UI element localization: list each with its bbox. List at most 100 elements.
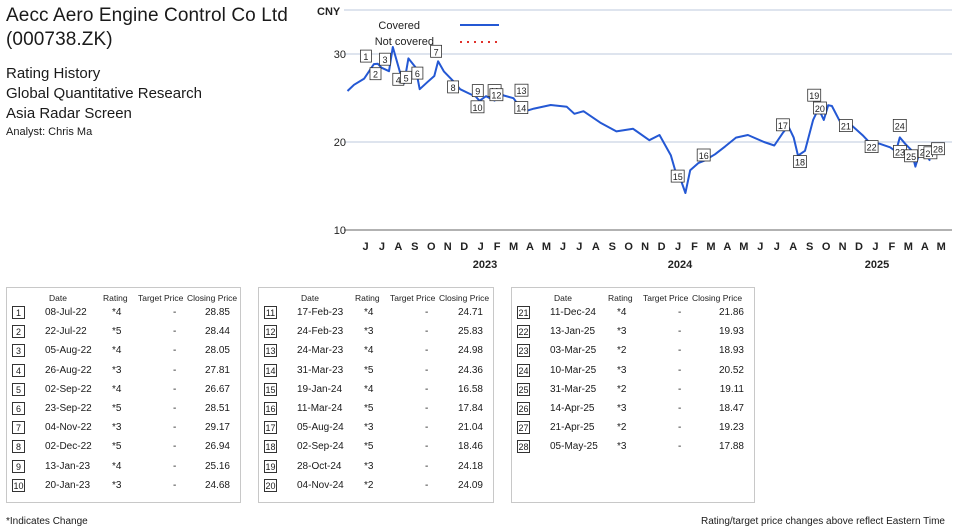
cell-num: 7 bbox=[12, 421, 25, 435]
rating-marker-box bbox=[447, 80, 460, 94]
cell-target: - bbox=[425, 479, 429, 491]
cell-num: 21 bbox=[517, 306, 530, 319]
month-tick-label: A bbox=[723, 241, 731, 253]
month-tick-label: S bbox=[411, 241, 418, 253]
month-tick-label: N bbox=[839, 241, 847, 253]
cell-close: 29.17 bbox=[204, 422, 230, 434]
ratings-row: 27 21-Apr-25 *2 - 19.23 bbox=[512, 421, 754, 438]
ratings-row: 22 13-Jan-25 *3 - 19.93 bbox=[512, 325, 754, 342]
col-header-rating: Rating bbox=[608, 293, 633, 303]
col-header-closing: Closing Price bbox=[187, 293, 238, 303]
ratings-row: 11 17-Feb-23 *4 - 24.71 bbox=[259, 306, 493, 323]
company-name-line1: Aecc Aero Engine Control Co Ltd bbox=[6, 5, 288, 26]
month-tick-label: M bbox=[542, 241, 551, 253]
month-tick-label: A bbox=[592, 241, 600, 253]
cell-rating: *3 bbox=[617, 441, 627, 453]
rating-marker-20: 20 bbox=[813, 101, 827, 115]
y-tick-label: 20 bbox=[334, 137, 346, 149]
ratings-row: 1 08-Jul-22 *4 - 28.85 bbox=[7, 306, 240, 323]
cell-rating: *5 bbox=[112, 326, 122, 338]
month-tick-label: J bbox=[478, 241, 484, 253]
chart-grid bbox=[344, 9, 952, 231]
cell-date: 19-Jan-24 bbox=[297, 383, 343, 395]
ratings-table-1: Date Rating Target Price Closing Price 1 08-J… bbox=[6, 287, 241, 503]
cell-target: - bbox=[678, 326, 682, 338]
cell-target: - bbox=[425, 460, 429, 472]
cell-target: - bbox=[678, 345, 682, 357]
cell-target: - bbox=[678, 422, 682, 434]
cell-num: 23 bbox=[517, 344, 530, 358]
cell-num: 9 bbox=[12, 459, 25, 473]
cell-close: 17.84 bbox=[457, 403, 483, 414]
cell-close: 18.46 bbox=[457, 441, 483, 453]
cell-rating: *3 bbox=[617, 364, 627, 376]
cell-close: 26.67 bbox=[204, 383, 230, 395]
cell-target: - bbox=[173, 383, 177, 395]
cell-close: 25.16 bbox=[204, 460, 230, 472]
cell-date: 11-Mar-24 bbox=[297, 403, 343, 414]
month-tick-label: D bbox=[855, 241, 863, 253]
cell-num: 17 bbox=[264, 421, 277, 435]
rating-marker-box bbox=[904, 149, 918, 163]
rating-marker-17: 17 bbox=[776, 118, 790, 132]
cell-target: - bbox=[173, 345, 177, 357]
col-header-date: Date bbox=[49, 293, 67, 303]
ratings-row: 14 31-Mar-23 *5 - 24.36 bbox=[259, 363, 493, 381]
cell-num: 1 bbox=[12, 306, 25, 319]
report-subtitle: Rating History Global Quantitative Resea… bbox=[6, 64, 296, 124]
rating-marker-label: 3 bbox=[382, 55, 387, 65]
month-tick-label: J bbox=[757, 241, 763, 253]
rating-marker-label: 13 bbox=[516, 86, 526, 96]
month-tick-label: J bbox=[560, 241, 566, 253]
rating-marker-box bbox=[359, 49, 372, 63]
ratings-row: 6 23-Sep-22 *5 - 28.51 bbox=[7, 402, 240, 419]
cell-num: 2 bbox=[12, 325, 25, 339]
cell-close: 24.71 bbox=[457, 307, 483, 318]
cell-date: 05-Aug-24 bbox=[297, 422, 344, 434]
cell-num: 27 bbox=[517, 421, 530, 435]
rating-marker-label: 16 bbox=[699, 151, 709, 161]
rating-marker-25: 25 bbox=[904, 149, 918, 163]
cell-date: 02-Sep-22 bbox=[45, 383, 92, 395]
cell-num: 24 bbox=[517, 363, 530, 377]
rating-marker-label: 7 bbox=[434, 47, 439, 57]
rating-marker-label: 8 bbox=[451, 83, 456, 93]
cell-rating: *5 bbox=[112, 403, 122, 414]
rating-marker-box bbox=[813, 101, 827, 115]
month-tick-label: M bbox=[739, 241, 748, 253]
cell-num: 28 bbox=[517, 440, 530, 454]
rating-marker-label: 18 bbox=[795, 158, 805, 168]
cell-rating: *3 bbox=[112, 479, 122, 491]
ratings-row: 28 05-May-25 *3 - 17.88 bbox=[512, 440, 754, 457]
month-tick-label: A bbox=[394, 241, 402, 253]
cell-rating: *2 bbox=[617, 345, 627, 357]
cell-date: 24-Mar-23 bbox=[297, 345, 344, 357]
cell-date: 03-Mar-25 bbox=[550, 345, 597, 357]
cell-close: 21.04 bbox=[457, 422, 483, 434]
month-tick-label: J bbox=[379, 241, 385, 253]
cell-target: - bbox=[173, 403, 177, 414]
rating-history-label: Rating History bbox=[6, 65, 101, 82]
cell-num: 20 bbox=[264, 478, 277, 492]
cell-close: 24.68 bbox=[204, 479, 230, 491]
cell-close: 19.93 bbox=[718, 326, 744, 338]
cell-rating: *3 bbox=[364, 460, 374, 472]
cell-close: 20.52 bbox=[718, 364, 744, 376]
ratings-row: 8 02-Dec-22 *5 - 26.94 bbox=[7, 440, 240, 457]
cell-rating: *4 bbox=[112, 460, 122, 472]
year-tick-label: 2023 bbox=[473, 259, 497, 271]
ratings-row: 17 05-Aug-24 *3 - 21.04 bbox=[259, 421, 493, 438]
rating-marker-15: 15 bbox=[670, 169, 685, 183]
month-tick-label: S bbox=[806, 241, 813, 253]
ratings-row: 2 22-Jul-22 *5 - 28.44 bbox=[7, 325, 240, 342]
cell-close: 19.23 bbox=[718, 422, 744, 434]
cell-target: - bbox=[173, 479, 177, 491]
cell-rating: *4 bbox=[617, 307, 627, 318]
cell-close: 24.09 bbox=[457, 479, 483, 491]
cell-num: 11 bbox=[264, 306, 277, 319]
col-header-closing: Closing Price bbox=[692, 293, 743, 303]
cell-rating: *4 bbox=[364, 345, 374, 357]
cell-date: 05-May-25 bbox=[550, 441, 598, 453]
ratings-row: 4 26-Aug-22 *3 - 27.81 bbox=[7, 363, 240, 381]
cell-num: 26 bbox=[517, 402, 530, 415]
